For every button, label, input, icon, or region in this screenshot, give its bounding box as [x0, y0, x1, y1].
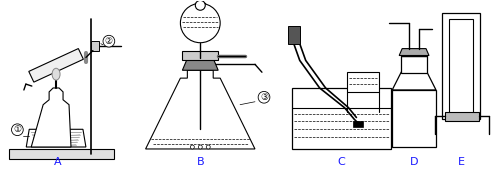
Text: A: A: [54, 157, 62, 167]
Polygon shape: [29, 49, 83, 82]
Bar: [288, 26, 300, 44]
Text: ②: ②: [105, 37, 113, 46]
Polygon shape: [31, 88, 71, 147]
Circle shape: [181, 3, 220, 43]
Polygon shape: [145, 70, 255, 149]
Bar: [292, 88, 391, 149]
Bar: [354, 121, 363, 127]
Ellipse shape: [52, 68, 60, 80]
Circle shape: [190, 145, 194, 149]
Bar: [442, 13, 480, 119]
Bar: [449, 19, 473, 114]
Text: E: E: [458, 157, 465, 167]
Bar: [348, 72, 379, 92]
Text: B: B: [197, 157, 204, 167]
Text: ③: ③: [260, 93, 268, 102]
Bar: [401, 56, 427, 73]
Bar: [10, 149, 114, 159]
Circle shape: [195, 0, 205, 10]
Text: C: C: [338, 157, 346, 167]
Polygon shape: [183, 58, 218, 70]
Text: D: D: [410, 157, 418, 167]
Circle shape: [206, 145, 210, 149]
Text: ①: ①: [13, 125, 22, 134]
Bar: [445, 112, 479, 121]
Bar: [392, 90, 436, 147]
Circle shape: [198, 145, 202, 149]
Bar: [91, 41, 99, 51]
Polygon shape: [399, 49, 429, 56]
Polygon shape: [392, 72, 436, 90]
Polygon shape: [26, 129, 86, 147]
Bar: [183, 51, 218, 60]
